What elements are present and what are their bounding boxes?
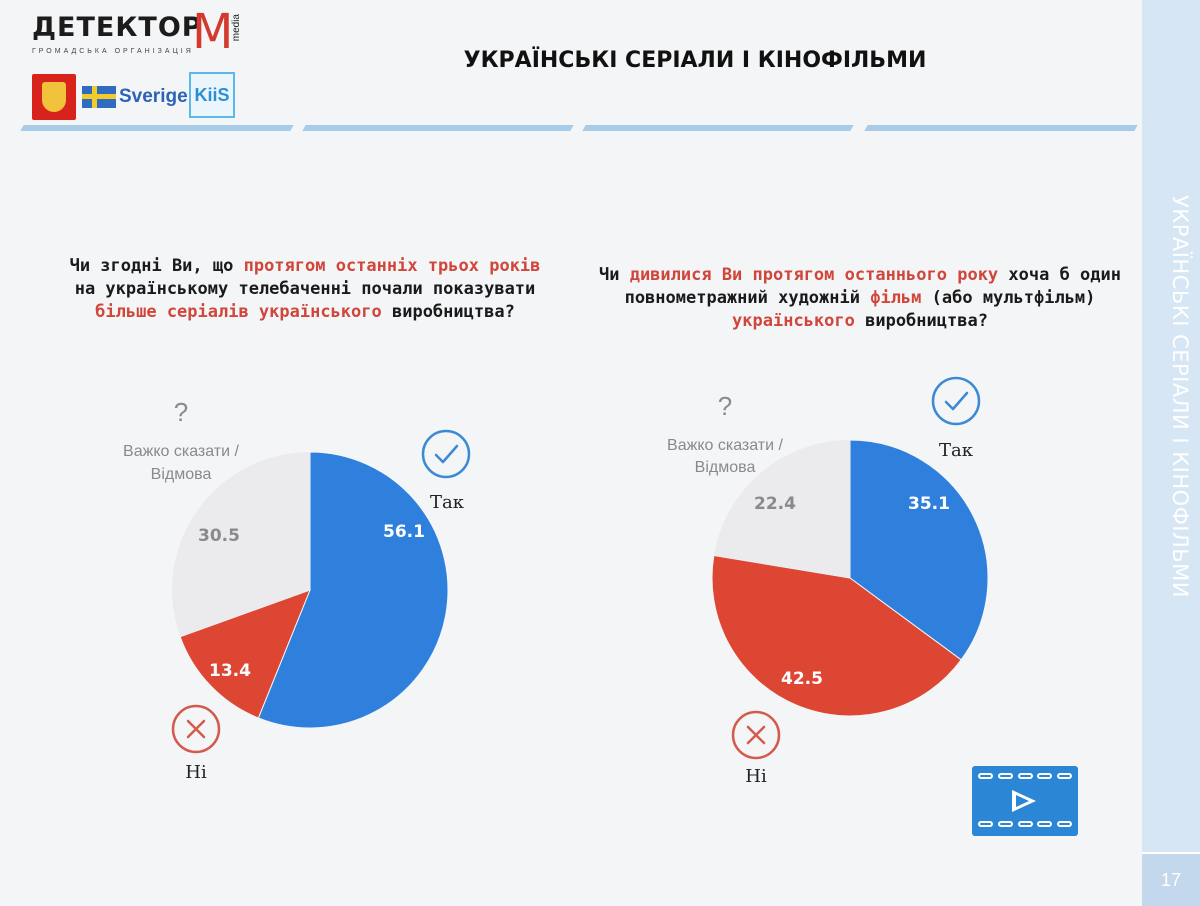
logo-m-mark: M [192,4,234,60]
coat-of-arms-icon [32,74,76,120]
question-mark-icon: ? [174,397,188,427]
pie-2-label-dk: Важко сказати / [667,437,783,454]
pie-1-label-dk: Відмова [151,466,212,483]
question-2-highlight: дивилися Ви протягом останнього року [629,265,999,285]
pie-2-slice-yes [849,439,989,661]
question-2-text: хоча б один повнометражний художній [624,265,1121,308]
question-2-highlight: фільм [870,288,922,308]
pie-1-slice-no [179,589,311,719]
question-1-text: виробництва? [381,302,515,322]
check-circle-icon-mark [434,444,459,464]
question-1: Чи згодні Ви, що протягом останніх трьох… [55,255,555,324]
pie-2-label-dk: Відмова [695,459,756,476]
check-circle-icon [421,429,471,479]
sverige-logo-text: Sverige [119,86,188,107]
question-1-text: Чи згодні Ви, що [69,256,244,276]
question-1-text: на українському телебаченні почали показ… [74,279,536,299]
x-circle-icon [731,710,781,760]
pie-2-value-dk: 22.4 [754,494,796,514]
question-mark-icon: ? [718,391,732,421]
sweden-flag-icon [82,86,116,108]
page-title: УКРАЇНСЬКІ СЕРІАЛИ І КІНОФІЛЬМИ [463,48,927,73]
logo-subtitle: ГРОМАДСЬКА ОРГАНІЗАЦІЯ [32,48,194,55]
side-vertical-title: УКРАЇНСЬКІ СЕРІАЛИ І КІНОФІЛЬМИ [1168,195,1192,598]
pie-1-label-no: Ні [185,762,207,783]
question-1-highlight: більше серіалів українського [95,302,382,322]
pie-1-label-dk: Важко сказати / [123,443,239,460]
x-circle-icon-mark [746,725,766,745]
x-circle-icon [171,704,221,754]
check-circle-icon [931,376,981,426]
pie-charts: 56.1 13.4 30.5 Так Ні? Важко сказати / Відмова… [123,376,989,787]
pie-1-value-yes: 56.1 [383,522,425,542]
pie-1-slice-dk [172,452,310,637]
pie-2-value-yes: 35.1 [908,494,950,514]
check-circle-icon-mark [944,391,969,411]
page-number: 17 [1142,852,1200,906]
question-2: Чи дивилися Ви протягом останнього року … [580,264,1140,333]
question-2-text: Чи [598,265,630,285]
pie-1-value-dk: 30.5 [198,526,240,546]
pie-1-slice-yes [257,451,449,729]
pie-2-label-yes: Так [939,440,974,461]
question-2-text: виробництва? [854,311,988,331]
pie-1-label-yes: Так [430,492,465,513]
question-2-highlight: українського [732,311,855,331]
pie-2-value-no: 42.5 [781,669,823,689]
pie-1-value-no: 13.4 [209,661,251,681]
detector-media-logo: ДЕТЕКТОР M media ГРОМАДСЬКА ОРГАНІЗАЦІЯ … [28,4,253,120]
question-1-highlight: протягом останніх трьох років [243,256,541,276]
x-circle-icon-mark [186,719,206,739]
kiis-logo: KiiS [189,72,235,118]
question-2-text: (або мультфільм) [921,288,1096,308]
logo-text: ДЕТЕКТОР [32,12,203,43]
video-play-icon [972,766,1078,836]
pie-2-label-no: Ні [745,766,767,787]
pie-2-slice-no [711,554,962,717]
pie-2-slice-dk [713,440,850,578]
side-band [1142,0,1200,906]
